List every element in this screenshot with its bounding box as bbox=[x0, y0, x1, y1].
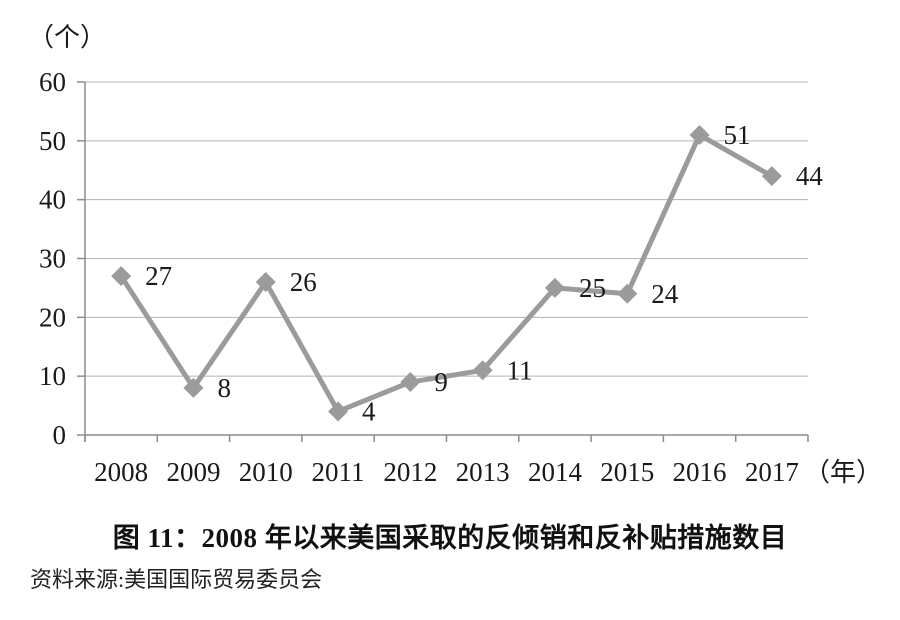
x-tick-label: 2011 bbox=[312, 457, 365, 487]
x-axis-unit-label: （年） bbox=[804, 458, 882, 487]
series-line bbox=[118, 132, 775, 414]
x-tick-label: 2009 bbox=[166, 457, 220, 487]
x-tick-label: 2010 bbox=[239, 457, 293, 487]
data-point-label: 9 bbox=[434, 367, 448, 397]
figure-source: 资料来源:美国国际贸易委员会 bbox=[30, 567, 323, 592]
data-point-label: 4 bbox=[362, 396, 376, 426]
y-axis-unit-label: （个） bbox=[28, 23, 106, 52]
data-point-marker bbox=[544, 277, 565, 298]
x-tick-label: 2017 bbox=[745, 457, 799, 487]
data-point-label: 24 bbox=[651, 279, 679, 309]
data-point-marker bbox=[400, 372, 421, 393]
figure-title: 图 11：2008 年以来美国采取的反倾销和反补贴措施数目 bbox=[112, 523, 788, 553]
data-point-marker bbox=[111, 266, 132, 287]
x-tick-label: 2015 bbox=[600, 457, 654, 487]
x-tick-label: 2014 bbox=[528, 457, 583, 487]
y-tick-label: 60 bbox=[39, 67, 66, 97]
data-point-label: 8 bbox=[217, 373, 231, 403]
data-point-label: 51 bbox=[724, 120, 751, 150]
data-point-marker bbox=[689, 124, 710, 145]
data-point-label: 11 bbox=[507, 355, 533, 385]
x-tick-label: 2013 bbox=[456, 457, 510, 487]
y-tick-label: 0 bbox=[53, 420, 67, 450]
data-point-marker bbox=[255, 272, 276, 293]
x-tick-label: 2012 bbox=[383, 457, 437, 487]
y-tick-label: 20 bbox=[39, 302, 66, 332]
x-tick-label: 2008 bbox=[94, 457, 148, 487]
y-tick-label: 50 bbox=[39, 126, 66, 156]
data-point-marker bbox=[617, 283, 638, 304]
data-point-marker bbox=[761, 166, 782, 187]
data-point-marker bbox=[328, 401, 349, 422]
line-chart: 0 10 20 30 40 50 60 2008 2009 2010 2011 2012 2013 201… bbox=[28, 23, 882, 487]
y-tick-label: 30 bbox=[39, 244, 66, 274]
y-tick-label: 40 bbox=[39, 185, 66, 215]
data-point-label: 26 bbox=[290, 267, 317, 297]
y-tick-label: 10 bbox=[39, 361, 66, 391]
data-point-label: 44 bbox=[796, 161, 824, 191]
data-point-label: 27 bbox=[145, 261, 172, 291]
data-point-marker bbox=[183, 377, 204, 398]
data-point-label: 25 bbox=[579, 273, 606, 303]
x-tick-label: 2016 bbox=[673, 457, 727, 487]
data-point-marker bbox=[472, 360, 493, 381]
